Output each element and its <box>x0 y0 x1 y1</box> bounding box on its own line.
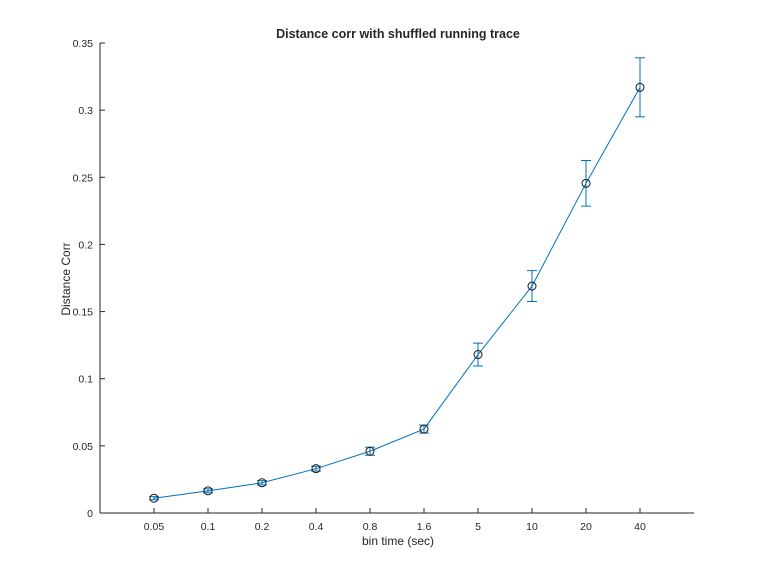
x-tick-label: 20 <box>580 521 592 533</box>
data-point <box>365 446 375 456</box>
data-point <box>473 350 483 360</box>
series-line <box>153 87 641 499</box>
data-series <box>149 57 645 503</box>
data-point <box>257 478 267 488</box>
y-tick-label: 0 <box>87 508 93 520</box>
data-point <box>527 281 537 291</box>
y-tick-label: 0.15 <box>73 307 94 319</box>
x-tick-label: 1.6 <box>417 521 432 533</box>
y-tick-label: 0.25 <box>73 172 94 184</box>
data-point <box>149 493 159 503</box>
data-point <box>203 486 213 496</box>
y-tick-label: 0.3 <box>78 105 93 117</box>
x-tick-label: 0.8 <box>363 521 378 533</box>
y-tick-label: 0.05 <box>73 441 94 453</box>
x-axis-label: bin time (sec) <box>362 534 434 548</box>
x-tick-label: 0.2 <box>255 521 270 533</box>
data-point <box>419 424 429 434</box>
data-point <box>581 178 591 188</box>
plot-axes <box>99 43 694 514</box>
x-tick-label: 0.4 <box>309 521 324 533</box>
chart-title: Distance corr with shuffled running trac… <box>276 27 520 41</box>
x-tick-label: 10 <box>526 521 538 533</box>
axis-ticks: 0.05 0.1 0.2 0.4 0.8 1.6 5 10 20 40 0 0.05 0.1 0.15 0.… <box>73 38 646 533</box>
x-tick-label: 0.05 <box>144 521 165 533</box>
x-tick-label: 0.1 <box>201 521 216 533</box>
data-point <box>311 464 321 474</box>
data-point <box>635 82 645 92</box>
y-tick-label: 0.35 <box>73 38 94 50</box>
y-tick-label: 0.1 <box>78 374 93 386</box>
y-axis-label: Distance Corr <box>59 242 73 315</box>
y-tick-label: 0.2 <box>78 239 93 251</box>
x-tick-label: 40 <box>634 521 646 533</box>
x-tick-label: 5 <box>475 521 481 533</box>
